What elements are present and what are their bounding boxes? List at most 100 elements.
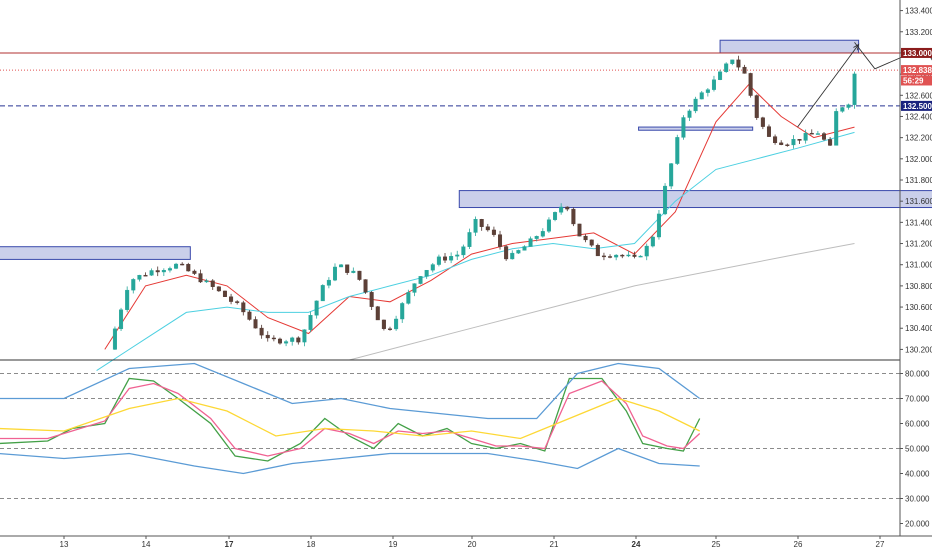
candle-body-66 [516, 250, 521, 254]
osc-series-4 [0, 447, 700, 475]
candle-body-80 [601, 255, 606, 258]
osc-series-1 [0, 380, 701, 457]
candle-body-5 [143, 274, 148, 277]
zone-0 [0, 246, 191, 260]
price-tag-bg-0 [901, 47, 932, 58]
osc-tick-label-3: 50.000 [905, 445, 930, 454]
price-tag-bg-3 [901, 100, 932, 111]
time-tick-label-0: 13 [60, 540, 69, 549]
candle-body-94 [687, 110, 692, 118]
price-tick-label-7: 131.600 [905, 197, 932, 206]
candle-body-26 [271, 337, 276, 340]
candle-body-28 [284, 341, 289, 344]
price-tick-label-16: 133.400 [905, 7, 932, 16]
candle-body-29 [290, 337, 295, 342]
candle-body-109 [779, 142, 784, 145]
candle-body-40 [357, 270, 362, 280]
price-tick-label-10: 132.200 [905, 134, 932, 143]
candle-body-20 [235, 301, 240, 303]
candle-body-38 [345, 264, 350, 273]
time-tick-label-4: 19 [389, 540, 398, 549]
price-tick-label-11: 132.400 [905, 112, 932, 121]
candle-body-101 [730, 59, 735, 64]
candle-body-48 [406, 292, 411, 304]
osc-series-2 [0, 397, 700, 440]
candle-body-49 [412, 283, 417, 293]
candle-body-41 [363, 279, 368, 293]
candle-body-106 [760, 117, 765, 127]
candle-body-78 [589, 239, 594, 246]
price-tick-label-8: 131.800 [905, 176, 932, 185]
zone-2 [719, 39, 860, 54]
time-tick-label-2: 17 [225, 540, 234, 549]
time-tick-label-1: 14 [142, 540, 151, 549]
candle-body-86 [638, 255, 643, 258]
candle-body-45 [388, 328, 393, 330]
candle-body-116 [821, 133, 826, 140]
candle-body-120 [846, 104, 851, 108]
candle-body-89 [656, 213, 661, 238]
candle-body-102 [736, 59, 741, 68]
candle-body-55 [449, 256, 454, 261]
price-tick-label-3: 130.800 [905, 282, 932, 291]
candle-body-76 [577, 223, 582, 237]
candle-body-121 [852, 73, 857, 105]
candle-body-65 [510, 252, 515, 260]
osc-tick-label-4: 40.000 [905, 470, 930, 479]
candle-body-51 [424, 269, 429, 277]
candle-body-2 [125, 289, 130, 310]
candle-body-30 [296, 337, 301, 343]
candle-body-71 [546, 219, 551, 232]
candle-body-96 [699, 92, 704, 100]
candle-body-23 [253, 319, 258, 329]
candle-body-98 [711, 79, 716, 90]
candle-body-67 [522, 246, 527, 251]
zone-3 [638, 126, 754, 131]
osc-tick-label-6: 20.000 [905, 520, 930, 529]
time-tick-label-10: 27 [876, 540, 885, 549]
candle-body-92 [675, 137, 680, 164]
time-tick-label-9: 26 [794, 540, 803, 549]
candle-body-100 [724, 63, 729, 73]
candle-body-35 [326, 279, 331, 286]
time-tick-label-3: 18 [307, 540, 316, 549]
candle-body-15 [204, 280, 209, 283]
candle-body-107 [766, 126, 771, 137]
osc-series-3 [0, 362, 701, 420]
candle-body-6 [149, 270, 154, 276]
price-tick-label-1: 130.400 [905, 324, 932, 333]
price-tag-2: 56:29 [903, 76, 924, 85]
candle-body-113 [803, 132, 808, 141]
candle-body-99 [718, 71, 723, 80]
candle-body-75 [571, 208, 576, 225]
candle-body-57 [461, 246, 466, 256]
candle-body-25 [265, 334, 270, 339]
osc-series-0 [0, 377, 701, 462]
price-panel [0, 39, 932, 372]
candle-body-72 [553, 212, 558, 220]
price-tick-label-5: 131.200 [905, 240, 932, 249]
candle-body-68 [528, 238, 533, 247]
price-tag-1: 132.838 [903, 66, 932, 75]
candle-body-11 [180, 263, 185, 266]
candle-body-1 [119, 309, 124, 330]
candle-body-118 [834, 111, 839, 146]
candle-body-58 [467, 232, 472, 247]
candle-body-52 [430, 264, 435, 271]
candle-body-22 [247, 311, 252, 320]
candle-body-54 [443, 256, 448, 261]
candle-body-108 [773, 136, 778, 144]
candle-body-62 [491, 229, 496, 235]
candle-body-64 [504, 246, 509, 260]
candle-body-70 [540, 231, 545, 237]
candle-body-17 [216, 286, 221, 292]
price-tag-bg-1 [901, 65, 932, 76]
candle-body-39 [351, 270, 356, 273]
candle-body-60 [479, 219, 484, 227]
candle-body-14 [198, 273, 203, 283]
candle-body-47 [400, 303, 405, 320]
candle-body-7 [155, 270, 160, 273]
rising-arrow-head [853, 43, 860, 51]
price-tick-label-4: 131.000 [905, 261, 932, 270]
